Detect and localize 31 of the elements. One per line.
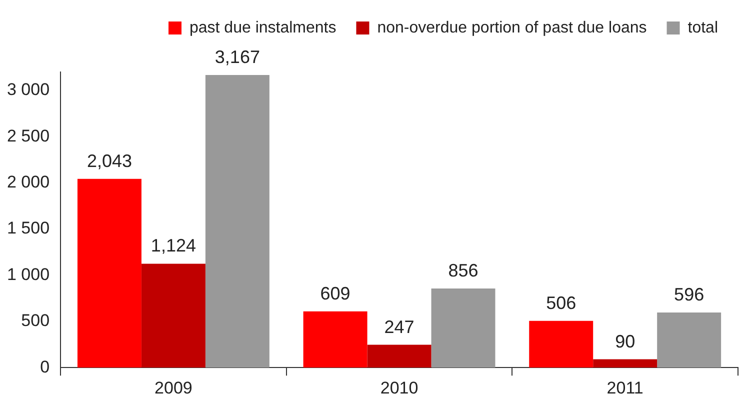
data-label: 856 bbox=[448, 260, 478, 280]
bar bbox=[431, 288, 496, 368]
data-label: 247 bbox=[384, 316, 414, 337]
bar bbox=[303, 311, 368, 368]
bar bbox=[657, 312, 722, 368]
bar bbox=[77, 178, 142, 368]
y-tick-label: 2 000 bbox=[6, 172, 50, 192]
legend-label: non-overdue portion of past due loans bbox=[377, 19, 647, 36]
bar bbox=[205, 75, 270, 368]
x-tick-label: 2010 bbox=[380, 378, 418, 398]
data-label: 90 bbox=[615, 331, 636, 352]
y-tick-label: 1 000 bbox=[6, 264, 50, 284]
x-tick-label: 2009 bbox=[154, 378, 192, 398]
bar bbox=[529, 320, 594, 368]
x-tick-label: 2011 bbox=[606, 378, 644, 398]
y-tick-label: 0 bbox=[40, 357, 50, 376]
data-label: 2,043 bbox=[86, 150, 132, 171]
y-tick-label: 500 bbox=[21, 311, 50, 330]
bar bbox=[141, 264, 206, 368]
bar bbox=[367, 344, 432, 368]
bar bbox=[593, 359, 658, 368]
y-tick-label: 2 500 bbox=[6, 126, 50, 146]
data-label: 609 bbox=[320, 283, 350, 304]
data-label: 1,124 bbox=[150, 236, 196, 256]
legend-label: past due instalments bbox=[189, 19, 336, 36]
data-label: 596 bbox=[674, 284, 704, 305]
y-tick-label: 3 000 bbox=[6, 80, 50, 100]
y-tick-label: 1 500 bbox=[6, 218, 50, 238]
data-label: 506 bbox=[546, 292, 576, 313]
data-label: 3,167 bbox=[214, 47, 260, 68]
legend-label: total bbox=[688, 19, 718, 36]
